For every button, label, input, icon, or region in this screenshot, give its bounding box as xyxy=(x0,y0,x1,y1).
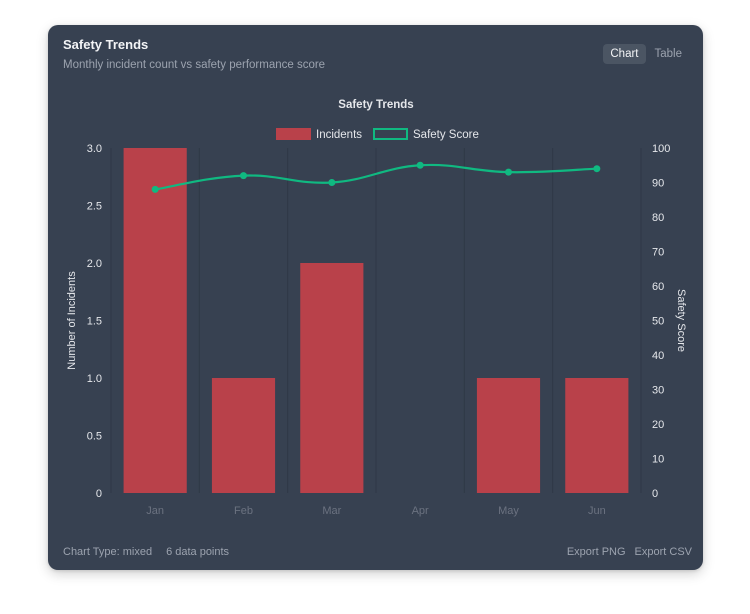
point-safety-score xyxy=(593,165,601,173)
y-tick-label: 1.0 xyxy=(87,373,102,385)
legend-label-safety-score: Safety Score xyxy=(413,129,479,141)
chart-view-button[interactable]: Chart xyxy=(603,44,646,64)
y2-tick-label: 90 xyxy=(652,178,664,190)
export-png-button[interactable]: Export PNG xyxy=(566,546,626,558)
data-points-label: 6 data points xyxy=(166,546,230,558)
point-safety-score xyxy=(151,185,159,193)
y2-tick-label: 100 xyxy=(652,143,670,155)
x-tick-label: Mar xyxy=(322,505,341,517)
y-tick-label: 3.0 xyxy=(87,143,102,155)
mixed-chart: Safety Trends Incidents Safety Score 0 0.5 1.… xyxy=(66,99,687,517)
export-actions: Export PNG Export CSV xyxy=(567,546,692,558)
x-tick-label: Jan xyxy=(146,505,164,517)
legend-label-incidents: Incidents xyxy=(316,129,362,141)
point-safety-score xyxy=(416,161,424,169)
bar-incidents xyxy=(211,378,276,493)
bar-incidents xyxy=(476,378,541,493)
bar-incidents xyxy=(123,148,187,493)
x-tick-label: May xyxy=(498,505,519,517)
bar-incidents xyxy=(300,263,364,493)
export-csv-button[interactable]: Export CSV xyxy=(634,546,692,558)
point-safety-score xyxy=(505,168,512,176)
x-tick-label: Jun xyxy=(588,505,606,517)
card-title: Safety Trends xyxy=(63,37,149,52)
legend-swatch-safety-score xyxy=(373,128,408,140)
x-tick-label: Feb xyxy=(234,505,253,517)
line-safety-score xyxy=(154,163,597,191)
y-tick-label: 1.5 xyxy=(87,316,102,328)
y2-tick-label: 40 xyxy=(652,350,664,362)
y-tick-label: 0.5 xyxy=(87,431,102,443)
y2-tick-label: 30 xyxy=(652,385,664,397)
y-tick-label: 2.5 xyxy=(87,201,102,213)
card-subtitle: Monthly incident count vs safety perform… xyxy=(63,59,326,71)
y-tick-label: 0 xyxy=(96,488,102,500)
y2-tick-label: 10 xyxy=(652,454,664,466)
x-tick-label: Apr xyxy=(412,505,429,517)
chart-meta: Chart Type: mixed 6 data points xyxy=(63,546,229,558)
chart-title: Safety Trends xyxy=(338,99,413,111)
y2-tick-label: 70 xyxy=(652,247,664,259)
point-safety-score xyxy=(240,172,247,180)
chart-card: Safety Trends Monthly incident count vs … xyxy=(48,25,703,570)
table-view-button[interactable]: Table xyxy=(654,48,683,60)
bar-incidents xyxy=(565,378,629,493)
y-tick-label: 2.0 xyxy=(87,258,102,270)
legend-swatch-incidents xyxy=(276,128,311,140)
y2-tick-label: 0 xyxy=(652,488,658,500)
y2-tick-label: 80 xyxy=(652,212,664,224)
y2-tick-label: 50 xyxy=(652,316,664,328)
y2-axis-title: Safety Score xyxy=(675,289,687,352)
chart-type-label: Chart Type: mixed xyxy=(63,546,153,558)
y2-tick-label: 60 xyxy=(652,281,664,293)
y2-tick-label: 20 xyxy=(652,419,664,431)
point-safety-score xyxy=(328,179,336,186)
view-toggle: Chart Table xyxy=(603,44,689,64)
y-axis-title: Number of Incidents xyxy=(66,271,78,370)
